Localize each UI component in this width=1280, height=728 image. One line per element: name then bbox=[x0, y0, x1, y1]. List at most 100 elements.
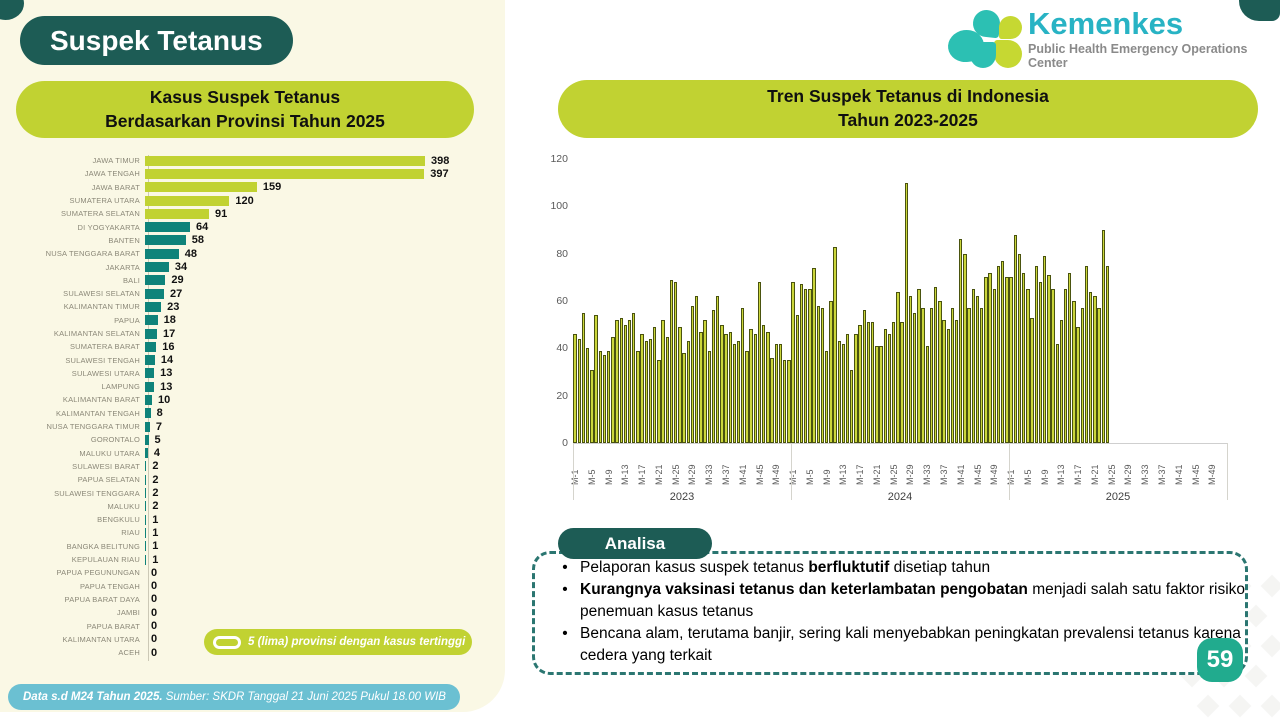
province-row: JAWA TENGAH 397 bbox=[0, 167, 505, 180]
trend-bar bbox=[917, 289, 921, 443]
province-bar bbox=[145, 355, 155, 366]
province-bar bbox=[145, 408, 151, 419]
province-label: SUMATERA UTARA bbox=[69, 196, 140, 206]
trend-bar bbox=[900, 322, 904, 443]
province-label: JAWA TIMUR bbox=[92, 156, 140, 166]
province-label: KALIMANTAN SELATAN bbox=[53, 329, 140, 338]
province-bar bbox=[145, 488, 147, 499]
x-axis-tick-label: M-21 bbox=[871, 464, 882, 485]
bullet-dot: • bbox=[562, 625, 568, 642]
trend-bar bbox=[573, 334, 577, 443]
province-value: 398 bbox=[430, 154, 450, 167]
trend-bar bbox=[1030, 317, 1034, 443]
trend-bar bbox=[912, 312, 917, 443]
x-axis-tick-label: M-5 bbox=[1022, 469, 1033, 486]
analisa-heading: Analisa bbox=[558, 528, 712, 559]
trend-bar bbox=[694, 296, 699, 443]
corner-decoration-top-left bbox=[0, 0, 24, 20]
trend-bar bbox=[674, 282, 678, 443]
province-label: KALIMANTAN BARAT bbox=[62, 395, 140, 405]
trend-bar bbox=[967, 308, 971, 443]
trend-bar bbox=[795, 315, 799, 443]
x-axis-tick-label: M-1 bbox=[1006, 469, 1017, 486]
trend-bar bbox=[946, 329, 950, 443]
trend-bar bbox=[745, 350, 749, 443]
trend-bar bbox=[808, 289, 812, 443]
province-value: 58 bbox=[191, 234, 205, 247]
province-bar bbox=[145, 501, 147, 512]
province-value: 91 bbox=[215, 207, 228, 220]
trend-bar bbox=[866, 322, 871, 443]
province-bar bbox=[145, 155, 425, 166]
trend-bar bbox=[887, 334, 892, 443]
x-axis-tick-label: M-9 bbox=[821, 469, 832, 486]
province-bar-chart: JAWA TIMUR 398 JAWA TENGAH 397 JAWA BARAT 159… bbox=[0, 154, 505, 659]
province-row: LAMPUNG 13 bbox=[0, 380, 505, 393]
x-axis-tick-label: M-25 bbox=[888, 464, 899, 485]
province-row: DI YOGYAKARTA 64 bbox=[0, 220, 505, 233]
bullet-text: Pelaporan kasus suspek tetanus berfluktu… bbox=[580, 559, 991, 576]
trend-bar bbox=[929, 308, 934, 443]
province-row: ACEH 0 bbox=[0, 646, 505, 659]
province-row: BANTEN 58 bbox=[0, 234, 505, 247]
trend-bar bbox=[657, 360, 661, 443]
x-axis-tick-label: M-41 bbox=[737, 464, 748, 485]
province-label: JAMBI bbox=[116, 608, 140, 618]
trend-bar bbox=[925, 345, 929, 443]
province-value: 1 bbox=[152, 540, 159, 553]
trend-bar bbox=[879, 345, 883, 443]
trend-bar bbox=[971, 289, 976, 443]
page-number-badge: 59 bbox=[1197, 638, 1243, 682]
bullet-text: Bencana alam, terutama banjir, sering ka… bbox=[580, 625, 1241, 664]
trend-bar bbox=[682, 353, 686, 443]
province-bar bbox=[145, 248, 179, 259]
province-label: PAPUA BARAT bbox=[86, 621, 140, 631]
trend-bar bbox=[627, 319, 632, 443]
x-axis-tick-label: M-13 bbox=[838, 464, 849, 485]
analisa-panel bbox=[532, 551, 1248, 675]
province-label: GORONTALO bbox=[90, 435, 140, 445]
province-label: KALIMANTAN UTARA bbox=[62, 634, 140, 644]
province-row: SULAWESI TENGAH 14 bbox=[0, 353, 505, 366]
trend-bar bbox=[854, 334, 858, 443]
province-row: SULAWESI BARAT 2 bbox=[0, 460, 505, 473]
province-value: 23 bbox=[167, 300, 180, 313]
x-axis-tick-label: M-45 bbox=[754, 464, 765, 485]
trend-bar bbox=[837, 341, 841, 443]
province-label: JAWA BARAT bbox=[91, 182, 140, 192]
province-bar bbox=[145, 168, 425, 179]
logo-subtitle: Public Health Emergency Operations Cente… bbox=[1028, 42, 1248, 70]
trend-bar bbox=[1093, 296, 1097, 443]
trend-bar bbox=[988, 272, 992, 443]
province-value: 1 bbox=[152, 553, 159, 566]
trend-bar bbox=[1026, 289, 1030, 443]
province-label: BALI bbox=[122, 275, 140, 285]
trend-bar bbox=[648, 338, 653, 443]
province-bar bbox=[145, 381, 155, 392]
province-bar bbox=[145, 182, 257, 193]
x-axis-tick-label: M-9 bbox=[1039, 469, 1050, 486]
province-value: 159 bbox=[262, 181, 282, 194]
x-axis-tick-label: M-41 bbox=[955, 464, 966, 485]
province-row: JAMBI 0 bbox=[0, 606, 505, 619]
trend-bar bbox=[950, 308, 955, 443]
x-axis-tick-label: M-25 bbox=[670, 464, 681, 485]
province-label: KALIMANTAN TIMUR bbox=[63, 302, 140, 312]
trend-bar bbox=[669, 279, 674, 443]
trend-bar bbox=[590, 369, 594, 443]
x-axis-tick-label: M-1 bbox=[570, 469, 581, 486]
province-label: KALIMANTAN TENGAH bbox=[56, 408, 140, 418]
province-value: 2 bbox=[152, 500, 159, 513]
trend-bar bbox=[1001, 260, 1005, 443]
trend-bar bbox=[1005, 277, 1009, 443]
province-label: SULAWESI UTARA bbox=[71, 368, 140, 378]
trend-bar bbox=[975, 296, 980, 443]
trend-bar bbox=[611, 336, 615, 443]
trend-bar bbox=[1038, 282, 1043, 443]
x-axis-tick-label: M-41 bbox=[1173, 464, 1184, 485]
trend-bar bbox=[1105, 265, 1110, 443]
province-bar bbox=[145, 421, 150, 432]
y-axis-tick-label: 20 bbox=[556, 389, 568, 402]
x-axis-group-separator bbox=[1227, 443, 1228, 500]
province-value: 16 bbox=[162, 340, 175, 353]
